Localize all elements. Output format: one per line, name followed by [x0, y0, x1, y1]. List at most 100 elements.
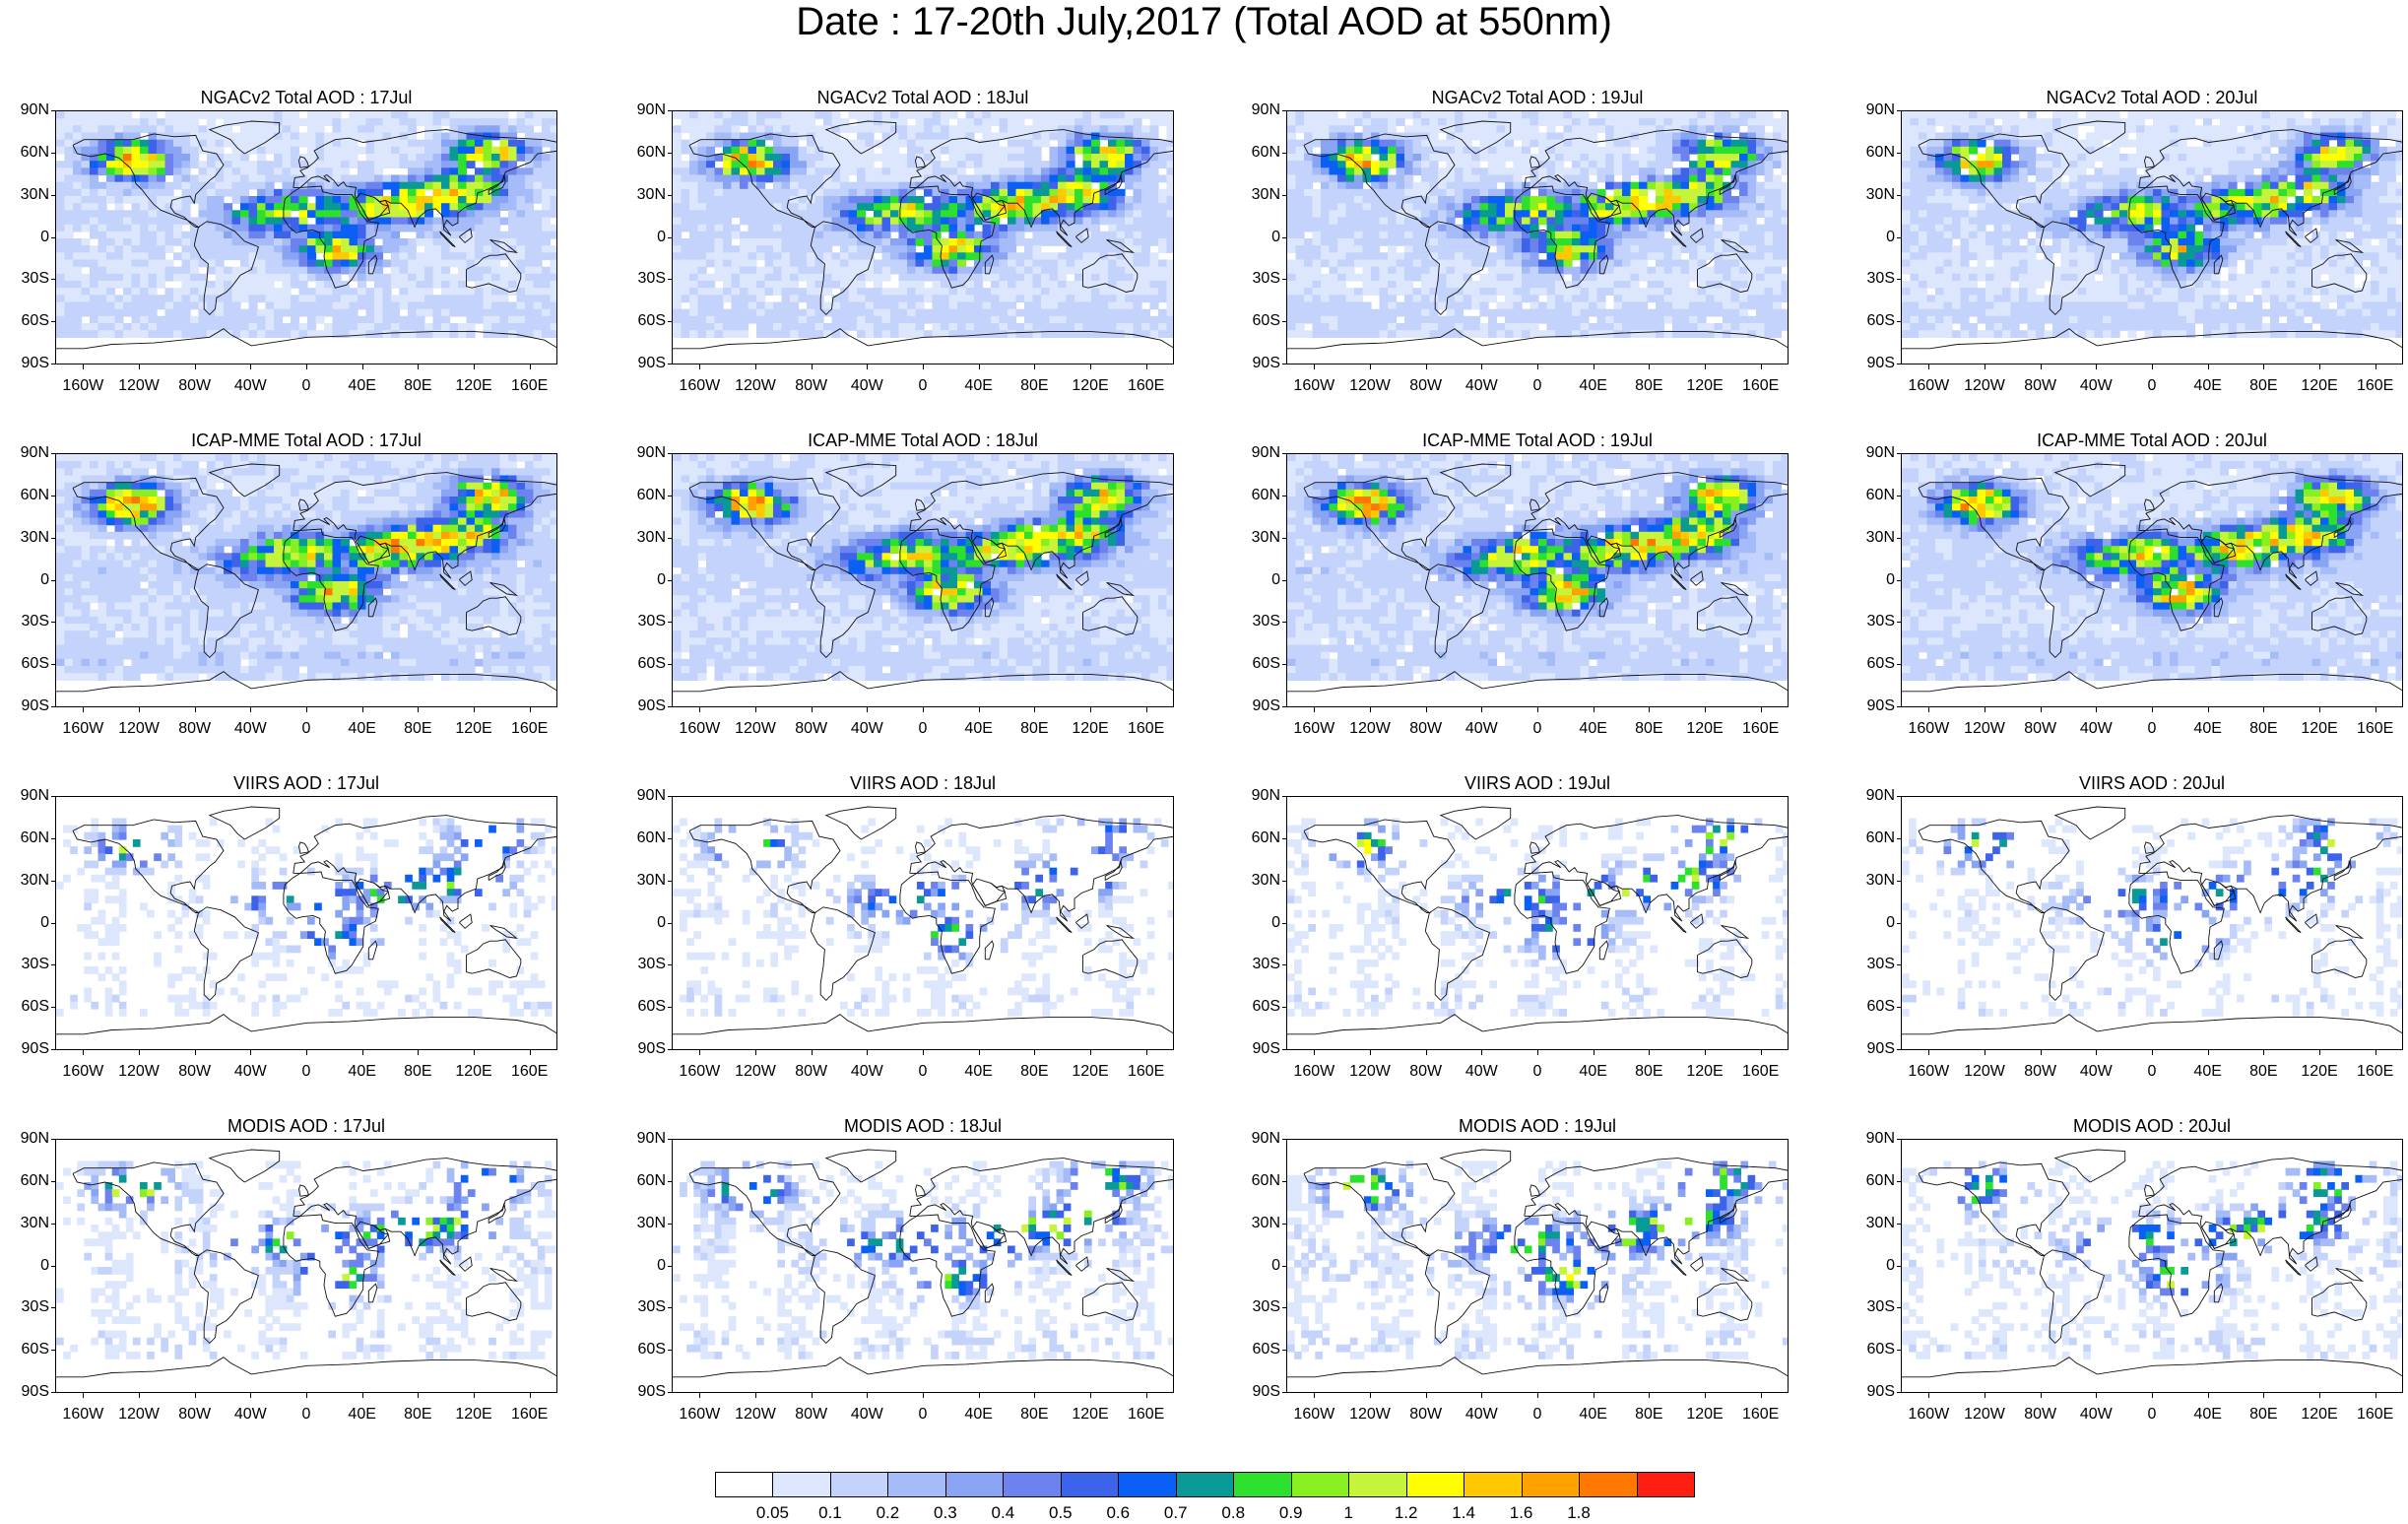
aod-cell [190, 295, 200, 303]
aod-cell [740, 245, 749, 253]
aod-cell [98, 139, 107, 148]
aod-cell [449, 252, 459, 261]
aod-cell [291, 154, 300, 162]
aod-cell [1572, 196, 1582, 204]
aod-cell [1345, 161, 1355, 168]
aod-cell [823, 181, 833, 190]
aod-cell [1295, 259, 1305, 268]
lat-tick-label: 90N [617, 102, 666, 118]
aod-cell [198, 139, 208, 148]
aod-cell [315, 330, 325, 338]
aod-cell [1388, 139, 1398, 148]
aod-cell [723, 167, 733, 176]
aod-cell [1166, 238, 1173, 246]
aod-cell [999, 288, 1009, 296]
aod-cell [1589, 146, 1598, 155]
aod-cell [1058, 238, 1068, 246]
aod-cell [1546, 161, 1556, 168]
aod-cell [198, 231, 208, 239]
aod-cell [982, 196, 992, 204]
aod-cell [1108, 231, 1118, 239]
aod-cell [1522, 167, 1531, 176]
aod-cell [282, 118, 292, 126]
aod-cell [865, 231, 875, 239]
aod-cell [164, 203, 174, 211]
aod-cell [64, 308, 74, 317]
aod-cell [932, 281, 942, 289]
aod-cell [1158, 273, 1168, 282]
aod-cell [764, 266, 774, 275]
aod-cell [64, 161, 74, 168]
aod-cell [1074, 224, 1084, 232]
aod-cell [1166, 111, 1173, 119]
aod-cell [307, 132, 317, 141]
aod-cell [483, 203, 492, 211]
aod-cell [1082, 167, 1092, 176]
aod-cell [1133, 266, 1142, 275]
aod-cell [1354, 174, 1364, 183]
aod-cell [358, 125, 367, 134]
aod-cell [1074, 167, 1084, 176]
aod-cell [1622, 252, 1632, 261]
aod-cell [1546, 252, 1556, 261]
aod-cell [932, 174, 942, 183]
aod-cell [1639, 174, 1649, 183]
aod-cell [123, 266, 133, 275]
aod-cell [542, 118, 552, 126]
aod-cell [349, 315, 358, 324]
aod-cell [190, 301, 200, 310]
aod-cell [999, 132, 1009, 141]
aod-cells [1287, 111, 1788, 338]
aod-cell [1538, 245, 1548, 253]
aod-cell [274, 238, 284, 246]
aod-cell [1538, 210, 1548, 219]
aod-cell [73, 154, 83, 162]
aod-cell [924, 210, 934, 219]
aod-cell [1008, 252, 1017, 261]
aod-cell [140, 167, 150, 176]
aod-cell [999, 266, 1009, 275]
aod-cell [1066, 288, 1075, 296]
aod-cell [881, 181, 891, 190]
aod-cell [848, 203, 858, 211]
aod-cell [475, 125, 485, 134]
aod-cell [807, 315, 816, 324]
aod-cell [1421, 167, 1431, 176]
aod-cell [81, 273, 91, 282]
aod-cell [1546, 132, 1556, 141]
aod-cell [807, 323, 816, 331]
aod-cell [341, 295, 351, 303]
aod-cell [1099, 196, 1109, 204]
aod-cell [1295, 139, 1305, 148]
aod-cell [1596, 167, 1606, 176]
aod-cell [1429, 203, 1439, 211]
aod-cell [689, 161, 699, 168]
aod-cell [424, 245, 434, 253]
aod-cell [1438, 196, 1448, 204]
aod-cell [106, 125, 116, 134]
aod-cell [90, 188, 99, 197]
aod-cell [324, 118, 334, 126]
aod-cell [1304, 217, 1314, 226]
aod-cell [365, 315, 375, 324]
aod-cell [1505, 231, 1515, 239]
aod-cell [416, 188, 425, 197]
aod-cell [399, 217, 409, 226]
aod-cell [131, 139, 141, 148]
aod-cell [941, 245, 950, 253]
aod-cell [483, 295, 492, 303]
aod-cell [1412, 161, 1422, 168]
aod-cell [399, 245, 409, 253]
aod-cell [1538, 139, 1548, 148]
aod-cell [215, 323, 225, 331]
aod-cell [932, 252, 942, 261]
aod-cell [1345, 139, 1355, 148]
aod-cell [773, 139, 783, 148]
aod-cell [224, 181, 233, 190]
aod-cell [508, 273, 518, 282]
aod-cell [1312, 188, 1322, 197]
aod-cell [106, 139, 116, 148]
aod-cell [533, 161, 543, 168]
aod-cell [1329, 210, 1338, 219]
aod-cell [1116, 315, 1126, 324]
